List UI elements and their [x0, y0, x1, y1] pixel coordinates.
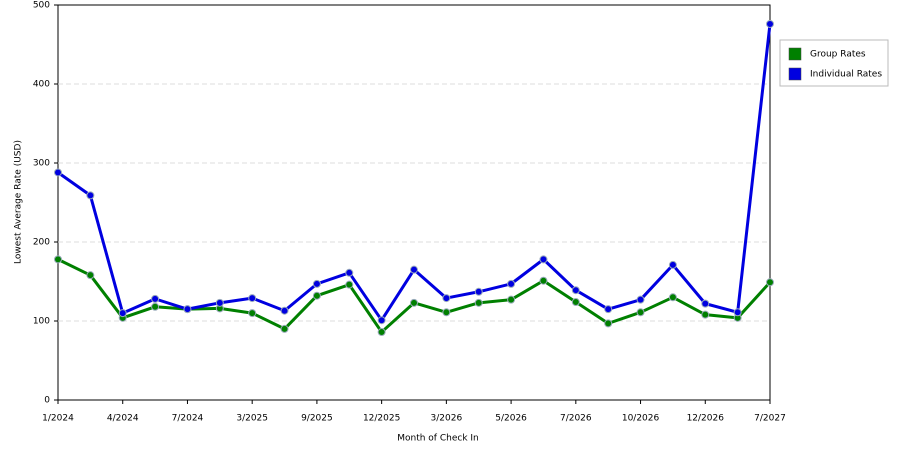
x-axis-title: Month of Check In — [397, 434, 479, 444]
x-tick-label: 3/2025 — [236, 414, 268, 424]
x-tick-label: 4/2024 — [107, 414, 139, 424]
x-tick-label: 7/2024 — [172, 414, 204, 424]
data-point — [442, 294, 451, 303]
data-point — [54, 168, 62, 177]
x-tick-label: 9/2025 — [301, 414, 333, 424]
x-tick-label: 10/2026 — [622, 414, 660, 424]
data-point — [280, 324, 289, 333]
data-point — [215, 298, 224, 307]
data-point — [733, 308, 742, 317]
data-point — [539, 255, 548, 264]
data-point — [539, 276, 548, 285]
x-tick-label: 3/2026 — [431, 414, 463, 424]
data-point — [312, 279, 321, 288]
data-point — [507, 279, 516, 288]
data-point — [701, 299, 710, 308]
data-point — [280, 306, 289, 315]
x-tick-label: 12/2025 — [363, 414, 400, 424]
x-tick-label: 12/2026 — [687, 414, 725, 424]
y-tick-label: 300 — [33, 159, 50, 169]
data-point — [766, 19, 774, 28]
data-point — [766, 278, 774, 287]
data-point — [668, 293, 677, 302]
legend-label: Group Rates — [810, 50, 866, 60]
y-axis-title: Lowest Average Rate (USD) — [14, 140, 24, 264]
y-tick-label: 500 — [33, 1, 50, 11]
data-point — [636, 308, 645, 317]
data-point — [248, 309, 257, 318]
data-point — [183, 305, 192, 314]
data-point — [377, 316, 386, 325]
data-point — [474, 287, 483, 296]
data-point — [604, 319, 613, 328]
data-point — [86, 191, 95, 200]
data-point — [248, 294, 257, 303]
data-point — [345, 268, 354, 277]
legend-label: Individual Rates — [810, 70, 882, 80]
data-point — [410, 298, 418, 307]
data-point — [701, 310, 710, 319]
y-tick-label: 200 — [33, 238, 50, 248]
x-tick-label: 7/2027 — [754, 414, 786, 424]
data-point — [668, 260, 677, 269]
data-point — [571, 298, 580, 307]
data-point — [377, 328, 386, 337]
y-tick-label: 100 — [33, 317, 50, 327]
data-point — [442, 308, 451, 317]
data-point — [54, 255, 62, 264]
data-point — [345, 280, 354, 289]
data-point — [151, 294, 160, 303]
data-point — [604, 305, 613, 314]
y-tick-label: 400 — [33, 80, 50, 90]
data-point — [312, 291, 321, 300]
data-point — [571, 286, 580, 295]
x-tick-label: 7/2026 — [560, 414, 592, 424]
data-point — [86, 271, 95, 280]
x-tick-label: 1/2024 — [42, 414, 74, 424]
x-tick-label: 5/2026 — [495, 414, 527, 424]
legend-swatch — [788, 47, 802, 61]
y-tick-label: 0 — [44, 396, 50, 406]
plot-area — [57, 4, 771, 401]
data-point — [410, 265, 418, 274]
data-point — [118, 309, 127, 318]
data-point — [474, 298, 483, 307]
data-point — [507, 295, 516, 304]
data-point — [151, 302, 160, 311]
data-point — [636, 295, 645, 304]
legend-swatch — [788, 67, 802, 81]
series-line — [57, 23, 772, 322]
